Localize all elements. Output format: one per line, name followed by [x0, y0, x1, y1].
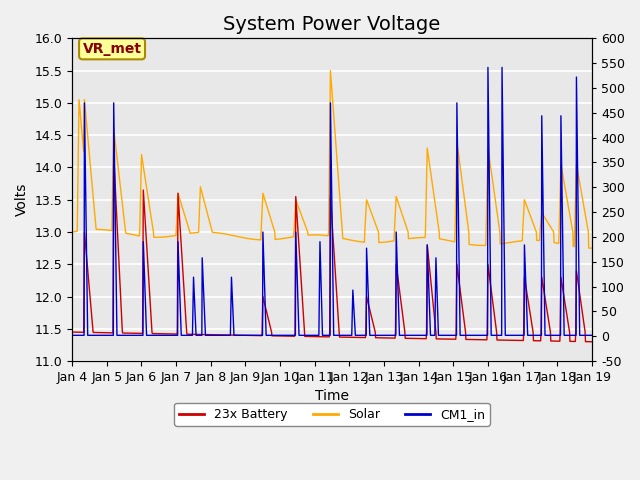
- CM1_in: [172, 333, 179, 338]
- Solar: [172, 233, 179, 239]
- Solar: [413, 235, 420, 240]
- 23x Battery: [110, 152, 118, 157]
- CM1_in: [68, 333, 76, 338]
- Solar: [326, 68, 334, 73]
- 23x Battery: [527, 313, 534, 319]
- Text: VR_met: VR_met: [83, 42, 141, 56]
- Solar: [588, 245, 596, 251]
- Solar: [184, 222, 191, 228]
- Title: System Power Voltage: System Power Voltage: [223, 15, 441, 34]
- Solar: [527, 214, 534, 219]
- CM1_in: [484, 64, 492, 70]
- CM1_in: [242, 333, 250, 338]
- Solar: [68, 229, 76, 235]
- 23x Battery: [172, 331, 179, 337]
- 23x Battery: [184, 331, 192, 337]
- Legend: 23x Battery, Solar, CM1_in: 23x Battery, Solar, CM1_in: [174, 403, 490, 426]
- Solar: [588, 245, 595, 251]
- CM1_in: [588, 333, 596, 338]
- Solar: [481, 242, 488, 248]
- CM1_in: [184, 333, 191, 338]
- Y-axis label: Volts: Volts: [15, 183, 29, 216]
- X-axis label: Time: Time: [315, 389, 349, 403]
- 23x Battery: [413, 336, 420, 341]
- CM1_in: [527, 333, 534, 338]
- Line: 23x Battery: 23x Battery: [72, 155, 592, 342]
- Line: Solar: Solar: [72, 71, 592, 248]
- CM1_in: [413, 333, 420, 338]
- Line: CM1_in: CM1_in: [72, 67, 592, 336]
- 23x Battery: [588, 339, 596, 345]
- 23x Battery: [481, 337, 488, 343]
- Solar: [242, 235, 250, 241]
- CM1_in: [481, 333, 488, 338]
- 23x Battery: [243, 333, 250, 338]
- 23x Battery: [68, 329, 76, 335]
